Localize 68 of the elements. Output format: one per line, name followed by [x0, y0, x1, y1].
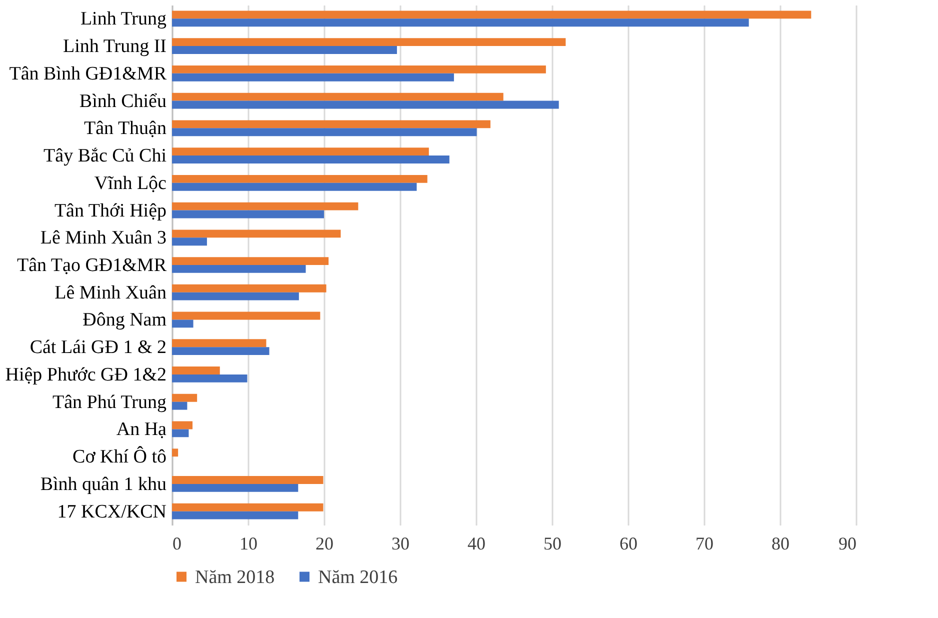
- bar: [172, 156, 450, 164]
- bar: [172, 257, 329, 265]
- bar: [172, 238, 207, 246]
- y-tick-label: Tân Thới Hiệp: [54, 200, 166, 222]
- bar: [172, 503, 324, 512]
- legend-label: Năm 2018: [195, 566, 275, 588]
- bar: [172, 284, 326, 292]
- bar: [172, 230, 341, 238]
- bar: [172, 312, 320, 320]
- bar: [172, 292, 299, 300]
- x-tick-label: 90: [838, 534, 856, 554]
- bar: [172, 148, 429, 156]
- bar: [172, 65, 546, 74]
- bar: [172, 339, 266, 348]
- bar: [172, 10, 812, 19]
- bar: [172, 210, 324, 218]
- y-tick-label: Vĩnh Lộc: [94, 172, 166, 194]
- x-tick-label: 30: [392, 534, 410, 554]
- y-tick-label: Lê Minh Xuân: [54, 282, 167, 304]
- bar: [172, 202, 358, 210]
- bar: [172, 18, 749, 27]
- bar: [172, 100, 559, 109]
- bar: [172, 429, 189, 438]
- bar: [172, 128, 477, 136]
- x-tick-label: 60: [620, 534, 638, 554]
- bar: [172, 366, 220, 374]
- x-tick-label: 80: [772, 534, 790, 554]
- y-tick-label: Tây Bắc Củ Chi: [44, 146, 166, 167]
- bar: [172, 38, 566, 46]
- bar: [172, 182, 417, 191]
- y-tick-label: Bình quân 1 khu: [40, 474, 167, 495]
- y-tick-label: An Hạ: [116, 419, 168, 440]
- x-tick-label: 50: [544, 534, 562, 554]
- y-tick-label: Đông Nam: [82, 310, 167, 331]
- bar: [172, 394, 198, 402]
- y-tick-label: Cơ Khí Ô tô: [72, 446, 166, 468]
- bar: [172, 374, 248, 382]
- x-tick-label: 0: [172, 534, 182, 554]
- y-tick-label: Tân Thuận: [84, 118, 167, 140]
- bar: [172, 347, 270, 356]
- bar: [172, 265, 306, 273]
- bar: [172, 320, 194, 328]
- bar: [172, 511, 298, 520]
- y-tick-label: Linh Trung II: [63, 36, 166, 58]
- bar: [172, 46, 397, 54]
- bar: [172, 120, 490, 128]
- y-tick-label: Tân Phú Trung: [52, 392, 167, 413]
- x-tick-label: 20: [316, 534, 334, 554]
- x-tick-label: 10: [240, 534, 258, 554]
- y-tick-label: Tân Tạo GĐ1&MR: [16, 255, 167, 276]
- y-tick-label: Hiệp Phước GĐ 1&2: [5, 364, 166, 386]
- bar: [172, 174, 428, 183]
- bar: [172, 92, 504, 101]
- bar: [172, 448, 178, 457]
- bar: [172, 476, 324, 484]
- y-tick-label: Cát Lái GĐ 1 & 2: [30, 337, 166, 358]
- y-tick-label: Lê Minh Xuân 3: [40, 228, 166, 249]
- y-tick-label: 17 KCX/KCN: [57, 501, 167, 522]
- bar: [172, 484, 298, 492]
- y-tick-label: Bình Chiểu: [79, 90, 167, 112]
- x-tick-label: 70: [696, 534, 714, 554]
- y-tick-label: Linh Trung: [80, 8, 167, 30]
- bar: [172, 402, 188, 410]
- y-tick-label: Tân Bình GĐ1&MR: [9, 63, 167, 84]
- legend-label: Năm 2016: [318, 566, 398, 588]
- bar: [172, 421, 193, 430]
- x-tick-label: 40: [468, 534, 486, 554]
- bar: [172, 73, 454, 82]
